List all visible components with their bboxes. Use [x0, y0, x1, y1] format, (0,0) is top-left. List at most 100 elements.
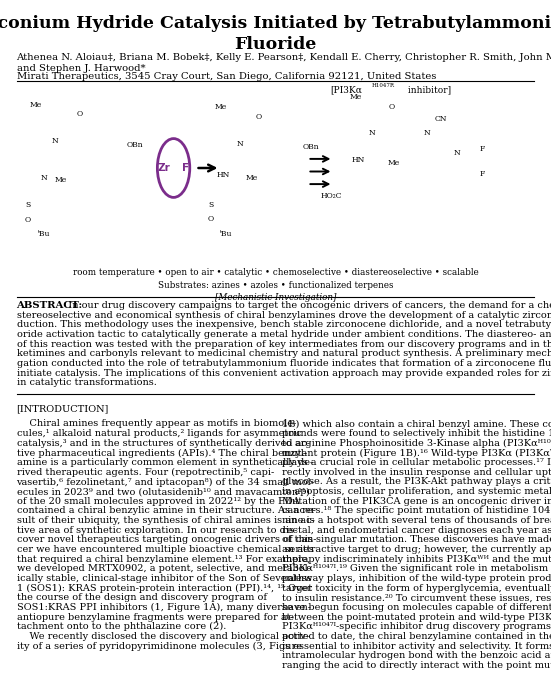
Text: glucose. As a result, the PI3K-Akt pathway plays a critical role: glucose. As a result, the PI3K-Akt pathw… [282, 477, 551, 486]
Text: the course of the design and discovery program of: the course of the design and discovery p… [17, 594, 267, 602]
Text: of this singular mutation. These discoveries have made PI3Kα: of this singular mutation. These discove… [282, 536, 551, 545]
Text: ity of a series of pyridopyrimidinone molecules (3, Figure: ity of a series of pyridopyrimidinone mo… [17, 642, 301, 651]
Text: mutant protein (Figure 1B).¹⁶ Wild-type PI3Kα (PI3Kαᵂᴻ): mutant protein (Figure 1B).¹⁶ Wild-type … [282, 449, 551, 458]
Text: duction. This methodology uses the inexpensive, bench stable zirconocene dichlor: duction. This methodology uses the inexp… [17, 321, 551, 329]
Text: an attractive target to drug; however, the currently approved: an attractive target to drug; however, t… [282, 545, 551, 554]
Text: between the point-mutated protein and wild-type PI3Kα. For all: between the point-mutated protein and wi… [282, 612, 551, 622]
Text: of the 20 small molecules approved in 2022¹² by the FDA: of the 20 small molecules approved in 20… [17, 497, 299, 505]
Text: pounds were found to selectively inhibit the histidine 1047: pounds were found to selectively inhibit… [282, 429, 551, 438]
Text: PI3Kαᴴ¹⁰⁴⁷ᴵ.¹⁹ Given the significant role in metabolism that this: PI3Kαᴴ¹⁰⁴⁷ᴵ.¹⁹ Given the significant rol… [282, 564, 551, 573]
Text: Me: Me [30, 101, 42, 109]
Text: [Mechanistic Investigation]: [Mechanistic Investigation] [215, 293, 336, 302]
Text: Me: Me [349, 92, 361, 101]
Text: N: N [424, 129, 430, 137]
Ellipse shape [158, 139, 190, 197]
Text: Mirati Therapeutics, 3545 Cray Court, San Diego, California 92121, United States: Mirati Therapeutics, 3545 Cray Court, Sa… [17, 72, 436, 81]
Text: ranging the acid to directly interact with the point mutated: ranging the acid to directly interact wi… [282, 661, 551, 670]
Text: [INTRODUCTION]: [INTRODUCTION] [17, 405, 109, 414]
Text: ketimines and carbonyls relevant to medicinal chemistry and natural product synt: ketimines and carbonyls relevant to medi… [17, 349, 551, 358]
Text: SOS1:KRAS PPI inhibitors (1, Figure 1A), many diverse en-: SOS1:KRAS PPI inhibitors (1, Figure 1A),… [17, 603, 311, 612]
Text: N: N [236, 139, 243, 148]
Text: N: N [41, 174, 47, 183]
Text: cer we have encountered multiple bioactive chemical series: cer we have encountered multiple bioacti… [17, 545, 314, 554]
Text: CN: CN [435, 115, 447, 123]
Text: ᵗBu: ᵗBu [220, 230, 232, 239]
Text: therapy indiscriminately inhibits PI3Kαᵂᴻ and the mutant: therapy indiscriminately inhibits PI3Kαᵂ… [282, 554, 551, 564]
Text: O: O [24, 216, 31, 225]
Text: is essential to inhibitor activity and selectivity. It forms an: is essential to inhibitor activity and s… [282, 642, 551, 650]
Text: of this reaction was tested with the preparation of key intermediates from our d: of this reaction was tested with the pre… [17, 340, 551, 349]
Text: in catalytic transformations.: in catalytic transformations. [17, 378, 156, 387]
Text: [PI3Kα: [PI3Kα [331, 85, 363, 94]
Text: Me: Me [246, 174, 258, 183]
Text: intramolecular hydrogen bond with the benzoic acid ar-: intramolecular hydrogen bond with the be… [282, 651, 551, 660]
Text: Me: Me [55, 176, 67, 184]
Text: ecules in 2023⁹ and two (olutasidenib¹⁰ and mavacamten¹¹): ecules in 2023⁹ and two (olutasidenib¹⁰ … [17, 487, 309, 496]
Text: N: N [369, 129, 375, 137]
Text: Athenea N. Aloiau‡, Briana M. Bobek‡, Kelly E. Pearson‡, Kendall E. Cherry, Chri: Athenea N. Aloiau‡, Briana M. Bobek‡, Ke… [17, 53, 551, 62]
Text: to insulin resistance.²⁰ To circumvent these issues, researchers: to insulin resistance.²⁰ To circumvent t… [282, 594, 551, 602]
Text: Me: Me [214, 103, 226, 111]
Text: Fluoride: Fluoride [234, 36, 317, 53]
Text: in apoptosis, cellular proliferation, and systemic metabolism.: in apoptosis, cellular proliferation, an… [282, 487, 551, 496]
Text: OBn: OBn [303, 143, 320, 151]
Text: ABSTRACT:: ABSTRACT: [17, 301, 83, 310]
Text: catalysis,³ and in the structures of synthetically derived ac-: catalysis,³ and in the structures of syn… [17, 439, 310, 448]
Text: rectly involved in the insulin response and cellular uptake of: rectly involved in the insulin response … [282, 468, 551, 477]
Text: contained a chiral benzylic amine in their structure. As a re-: contained a chiral benzylic amine in the… [17, 506, 315, 515]
Text: inhibitor]: inhibitor] [405, 85, 451, 94]
Text: HN: HN [352, 155, 365, 164]
Text: PI3Kαᴴ¹⁰⁴⁷ᴵ-specific inhibitor drug discovery programs re-: PI3Kαᴴ¹⁰⁴⁷ᴵ-specific inhibitor drug disc… [282, 622, 551, 631]
Text: sult of their ubiquity, the synthesis of chiral amines is an ac-: sult of their ubiquity, the synthesis of… [17, 516, 315, 525]
Text: ically stable, clinical-stage inhibitor of the Son of Sevenless: ically stable, clinical-stage inhibitor … [17, 574, 311, 583]
Text: amine is a particularly common element in synthetically de-: amine is a particularly common element i… [17, 458, 313, 467]
Text: target toxicity in the form of hyperglycemia, eventually leading: target toxicity in the form of hyperglyc… [282, 584, 551, 593]
Text: N: N [52, 137, 58, 146]
Text: S: S [208, 201, 214, 209]
Text: F: F [479, 169, 485, 178]
Text: HN: HN [217, 171, 230, 179]
Text: Me: Me [388, 159, 400, 167]
Text: F: F [182, 163, 189, 173]
Text: O: O [256, 113, 262, 121]
Text: Zirconium Hydride Catalysis Initiated by Tetrabutylammonium: Zirconium Hydride Catalysis Initiated by… [0, 15, 551, 32]
Text: We recently disclosed the discovery and biological activ-: We recently disclosed the discovery and … [17, 632, 309, 641]
Text: 1B) which also contain a chiral benzyl amine. These com-: 1B) which also contain a chiral benzyl a… [282, 419, 551, 428]
Text: rived therapeutic agents. Four (repotrectinib,⁵ capi-: rived therapeutic agents. Four (repotrec… [17, 468, 274, 477]
Text: tive area of synthetic exploration. In our research to dis-: tive area of synthetic exploration. In o… [17, 526, 297, 535]
Text: pathway plays, inhibition of the wild-type protein produces on-: pathway plays, inhibition of the wild-ty… [282, 574, 551, 583]
Text: tachment onto to the phthalazine core (2).: tachment onto to the phthalazine core (2… [17, 622, 226, 631]
Text: 1 (SOS1): KRAS protein-protein interaction (PPI).¹⁴, ¹⁵ Over: 1 (SOS1): KRAS protein-protein interacti… [17, 584, 311, 593]
Text: tive pharmaceutical ingredients (APIs).⁴ The chiral benzyl-: tive pharmaceutical ingredients (APIs).⁴… [17, 449, 307, 458]
Text: have begun focusing on molecules capable of differentiating: have begun focusing on molecules capable… [282, 603, 551, 612]
Text: O: O [77, 110, 83, 118]
Text: O: O [388, 103, 395, 111]
Text: OBn: OBn [127, 141, 143, 149]
Text: Chiral amines frequently appear as motifs in biomole-: Chiral amines frequently appear as motif… [17, 419, 296, 428]
Text: In our drug discovery campaigns to target the oncogenic drivers of cancers, the : In our drug discovery campaigns to targe… [62, 301, 551, 310]
Text: HO₂C: HO₂C [321, 192, 343, 200]
Text: ᵗBu: ᵗBu [38, 230, 50, 239]
Text: F: F [479, 145, 485, 153]
Text: cules,¹ alkaloid natural products,² ligands for asymmetric: cules,¹ alkaloid natural products,² liga… [17, 429, 301, 438]
Text: room temperature • open to air • catalytic • chemoselective • diastereoselective: room temperature • open to air • catalyt… [73, 268, 478, 277]
Text: initiate catalysis. The implications of this convenient activation approach may : initiate catalysis. The implications of … [17, 369, 551, 377]
Text: S: S [25, 201, 30, 209]
Text: that required a chiral benzylamine element.¹³ For example,: that required a chiral benzylamine eleme… [17, 554, 310, 564]
Text: N: N [454, 148, 461, 157]
Text: rectal, and endometrial cancer diagnoses each year as a result: rectal, and endometrial cancer diagnoses… [282, 526, 551, 535]
Text: O: O [208, 215, 214, 223]
Text: oride activation tactic to catalytically generate a metal hydride under ambient : oride activation tactic to catalytically… [17, 330, 551, 339]
Text: and Stephen J. Harwood*: and Stephen J. Harwood* [17, 64, 145, 74]
Text: to arginine Phosphoinositide 3-Kinase alpha (PI3Kαᴴ¹⁰⁴⁷ᴵ): to arginine Phosphoinositide 3-Kinase al… [282, 439, 551, 448]
Text: we developed MRTX0902, a potent, selective, and metabol-: we developed MRTX0902, a potent, selecti… [17, 564, 311, 573]
Text: H1047R: H1047R [372, 83, 395, 88]
Text: vasertib,⁶ fezolinetant,⁷ and iptacopan⁸) of the 34 small mol-: vasertib,⁶ fezolinetant,⁷ and iptacopan⁸… [17, 477, 315, 486]
Text: Mutation of the PIK3CA gene is an oncogenic driver in many: Mutation of the PIK3CA gene is an oncoge… [282, 497, 551, 505]
Text: Substrates: azines • azoles • functionalized terpenes: Substrates: azines • azoles • functional… [158, 281, 393, 290]
Text: plays a crucial role in cellular metabolic processes.¹⁷ It is di-: plays a crucial role in cellular metabol… [282, 458, 551, 467]
Text: ported to date, the chiral benzylamine contained in the core: ported to date, the chiral benzylamine c… [282, 632, 551, 641]
Text: cover novel therapeutics targeting oncogenic drivers of can-: cover novel therapeutics targeting oncog… [17, 536, 316, 545]
Text: gation conducted into the role of tetrabutylammonium fluoride indicates that for: gation conducted into the role of tetrab… [17, 359, 551, 368]
Text: nine is a hotspot with several tens of thousands of breast, colo-: nine is a hotspot with several tens of t… [282, 516, 551, 525]
